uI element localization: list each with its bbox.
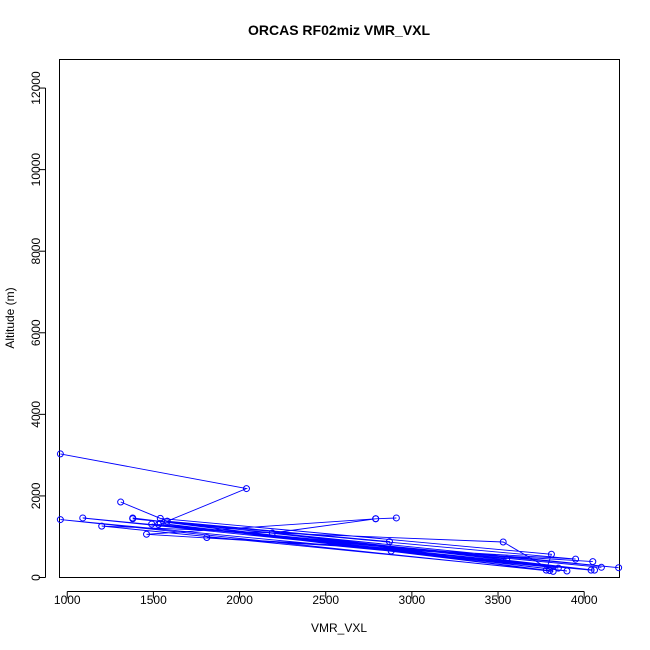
data-point [499, 538, 507, 546]
data-point [268, 529, 276, 537]
data-point [156, 519, 164, 527]
data-point [587, 566, 595, 574]
x-axis-label: VMR_VXL [311, 621, 367, 635]
data-point [591, 566, 599, 574]
data-point [563, 567, 571, 575]
data-point [546, 567, 554, 575]
series-layer [56, 450, 623, 575]
data-point [56, 516, 64, 524]
data-point [143, 530, 151, 538]
data-point [547, 550, 555, 558]
data-point [549, 567, 557, 575]
y-tick-label-3: 6000 [29, 319, 43, 346]
y-axis: 0 2000 4000 6000 8000 10000 12000 [29, 71, 46, 581]
data-point [242, 485, 250, 493]
chart-title: ORCAS RF02miz VMR_VXL [248, 22, 430, 38]
data-point [385, 538, 393, 546]
x-tick-label-2: 2000 [226, 593, 253, 607]
data-point [117, 498, 125, 506]
data-point [615, 564, 623, 572]
data-point [148, 520, 156, 528]
y-tick-label-6: 12000 [29, 71, 43, 105]
data-point [542, 566, 550, 574]
data-point [597, 563, 605, 571]
plot-border [59, 59, 620, 578]
data-point [503, 555, 511, 563]
y-tick-label-0: 0 [29, 574, 43, 581]
data-point [387, 547, 395, 555]
data-point [163, 517, 171, 525]
y-tick-label-5: 10000 [29, 153, 43, 187]
x-tick-label-5: 3500 [485, 593, 512, 607]
y-tick-label-4: 8000 [29, 238, 43, 265]
data-point [155, 520, 163, 528]
x-axis: 1000 1500 2000 2500 3000 3500 4000 [54, 591, 598, 607]
data-point [79, 514, 87, 522]
x-tick-label-0: 1000 [54, 593, 81, 607]
y-tick-label-2: 4000 [29, 401, 43, 428]
y-tick-label-1: 2000 [29, 482, 43, 509]
y-axis-label: Altitude (m) [3, 287, 17, 348]
x-tick-label-3: 2500 [312, 593, 339, 607]
x-tick-label-1: 1500 [140, 593, 167, 607]
x-tick-label-6: 4000 [571, 593, 598, 607]
data-point [392, 514, 400, 522]
data-point [589, 558, 597, 566]
data-point [572, 555, 580, 563]
data-point [203, 534, 211, 542]
data-point [98, 522, 106, 530]
data-point [129, 515, 137, 523]
data-point [156, 514, 164, 522]
x-tick-label-4: 3000 [399, 593, 426, 607]
data-point [56, 450, 64, 458]
data-point [372, 515, 380, 523]
data-point [554, 564, 562, 572]
